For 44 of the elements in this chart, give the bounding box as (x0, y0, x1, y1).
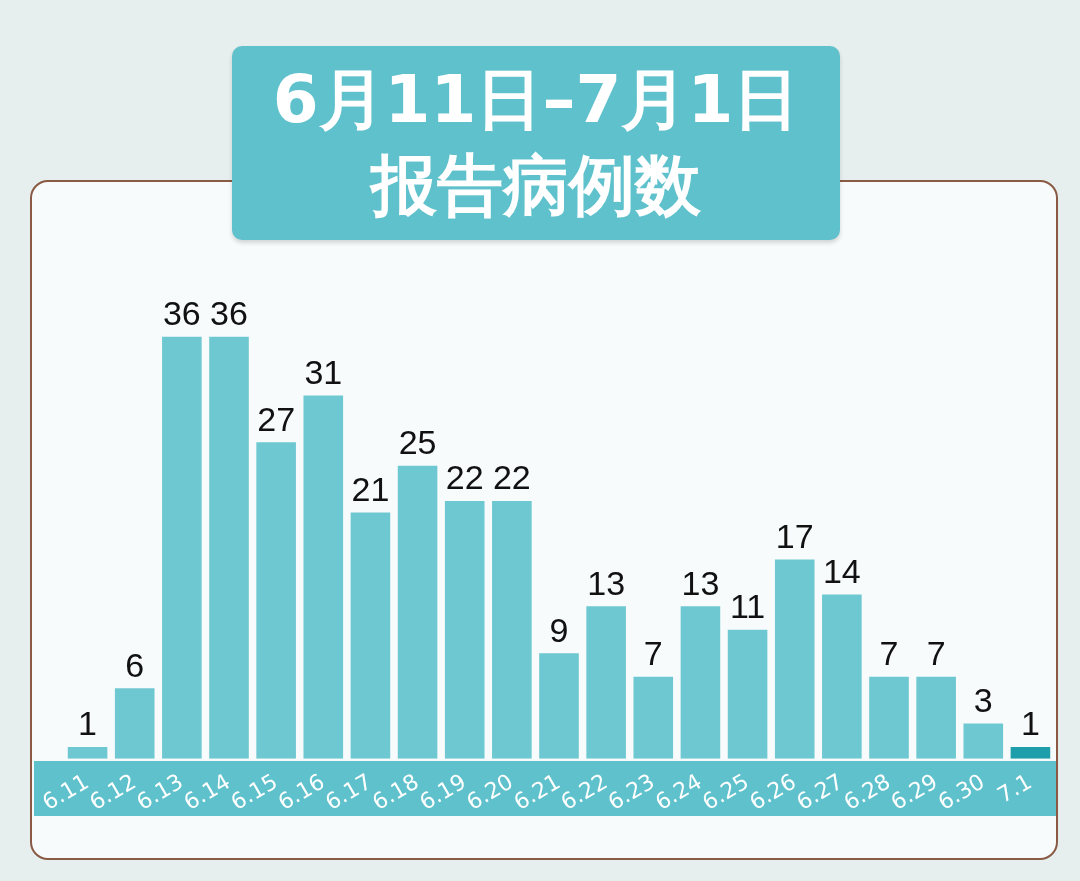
data-label: 31 (304, 352, 343, 391)
data-label: 36 (162, 294, 201, 333)
data-label: 25 (398, 423, 437, 462)
bar (444, 500, 485, 759)
data-label: 22 (445, 458, 484, 497)
data-label: 6 (125, 645, 145, 684)
bar (680, 606, 721, 759)
bar (303, 395, 344, 759)
x-tick-label: 7.1 (993, 768, 1036, 808)
data-label: 36 (210, 294, 248, 333)
data-label: 1 (1020, 704, 1040, 743)
chart-title: 6月11日–7月1日报告病例数 (232, 46, 840, 240)
data-label: 13 (681, 563, 720, 602)
data-label: 7 (926, 634, 946, 673)
bar (774, 559, 815, 759)
bar (162, 336, 202, 759)
data-label: 7 (643, 634, 663, 673)
bar (1010, 746, 1051, 759)
bar (539, 653, 579, 759)
bar (114, 688, 155, 759)
data-label: 3 (973, 680, 993, 719)
bar (586, 606, 626, 759)
bar (350, 512, 391, 759)
data-label: 17 (775, 516, 814, 555)
data-label: 1 (78, 704, 98, 743)
bar (492, 500, 532, 759)
data-label: 22 (492, 458, 531, 497)
bar (397, 465, 438, 759)
data-label: 9 (549, 610, 569, 649)
bar (633, 676, 674, 759)
data-label: 14 (822, 551, 861, 590)
data-label: 27 (257, 399, 296, 438)
data-label: 13 (587, 563, 626, 602)
bar (727, 629, 768, 759)
bar (963, 723, 1004, 759)
bar (916, 676, 956, 759)
bar (256, 442, 296, 759)
bar (822, 594, 862, 759)
bar (209, 336, 249, 759)
data-label: 7 (879, 634, 899, 673)
data-label: 21 (351, 469, 390, 508)
data-label: 11 (729, 587, 766, 626)
bar (869, 676, 909, 759)
bar (67, 746, 108, 759)
